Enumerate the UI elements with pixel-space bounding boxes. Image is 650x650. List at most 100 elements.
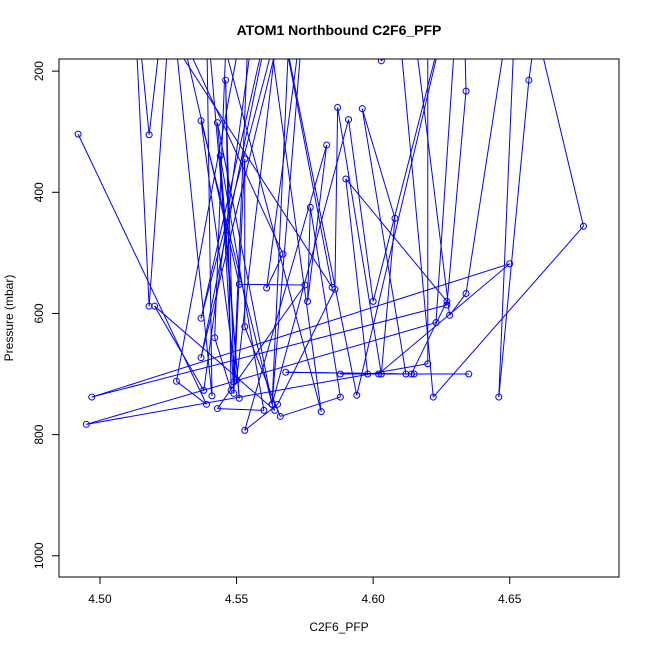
data-point [211, 334, 219, 342]
series-line-segment [288, 59, 333, 288]
series-line-segment [200, 59, 271, 319]
x-axis-label: C2F6_PFP [309, 620, 368, 634]
series-line-segment [465, 59, 503, 294]
data-point [304, 297, 312, 305]
data-point [88, 393, 96, 401]
data-point [274, 400, 282, 408]
data-point [241, 155, 249, 163]
data-point [342, 175, 350, 183]
series-line-segment [498, 59, 514, 398]
series-line-segment [272, 59, 322, 412]
data-point [345, 116, 353, 124]
data-point [331, 285, 339, 293]
series-line-segment [348, 119, 374, 302]
data-point [402, 370, 410, 378]
series-line-segment [307, 144, 328, 302]
data-point [222, 76, 230, 84]
x-tick-label: 4.55 [225, 592, 249, 606]
series-line-segment [337, 107, 382, 375]
series-line-segment [515, 0, 551, 11]
data-point [410, 370, 418, 378]
data-point [495, 393, 503, 401]
series-line-segment [214, 337, 232, 391]
data-point [235, 394, 243, 402]
series-line-segment [361, 108, 396, 219]
series-line-segment [148, 59, 159, 135]
series-line-segment [217, 408, 264, 411]
data-point [377, 59, 385, 65]
series-group [74, 0, 587, 434]
data-point [525, 76, 533, 84]
series-line-segment [233, 158, 246, 394]
y-axis-label: Pressure (mbar) [2, 275, 16, 362]
data-point [197, 354, 205, 362]
series-line-segment [528, 59, 533, 81]
y-tick-label: 400 [32, 182, 46, 202]
data-point [233, 376, 241, 384]
series-line-segment [435, 59, 454, 323]
data-point [377, 370, 385, 378]
y-tick-label: 1000 [32, 542, 46, 569]
data-point [74, 130, 82, 138]
series-line-segment [446, 91, 467, 306]
series-line-segment [449, 293, 467, 316]
data-point [462, 87, 470, 95]
series-line-segment [219, 155, 235, 394]
series-line-segment [176, 380, 207, 405]
data-point [323, 141, 331, 149]
series-line-segment [148, 59, 168, 307]
series-line-segment [206, 59, 213, 396]
series-line-segment [266, 59, 298, 289]
series-line-segment [86, 322, 437, 425]
series-line-segment [227, 59, 322, 412]
series-line-segment [432, 225, 584, 398]
series-line-segment [136, 59, 150, 307]
data-point [334, 103, 342, 111]
series-line-segment [200, 59, 261, 319]
series-line-segment [200, 59, 263, 358]
series-line-segment [378, 263, 511, 375]
data-point [241, 426, 249, 434]
series-line-segment [239, 283, 305, 286]
series-line-segment [361, 108, 407, 375]
data-point [197, 314, 205, 322]
data-point [241, 323, 249, 331]
series-line-segment [372, 59, 436, 302]
series-line-segment [543, 59, 584, 227]
series-line-segment [380, 59, 384, 62]
data-point [336, 393, 344, 401]
series-line-segment [380, 218, 396, 375]
data-point [443, 301, 451, 309]
data-point [424, 360, 432, 368]
series-line-segment [334, 107, 339, 290]
series-line-segment [186, 59, 240, 285]
series-line-segment [233, 59, 248, 382]
series-line-segment [91, 304, 448, 398]
data-point [358, 105, 366, 113]
data-point [235, 280, 243, 288]
series-line-segment [200, 59, 275, 358]
series-line-segment [91, 263, 510, 398]
data-point [200, 386, 208, 394]
series-line-segment [410, 301, 448, 375]
series-line-segment [345, 178, 369, 375]
y-axis: 200 400 600 800 1000 [32, 61, 59, 569]
series-line-segment [192, 59, 284, 255]
series-line-segment [277, 288, 336, 405]
data-point [369, 297, 377, 305]
data-point [317, 408, 325, 416]
series-line-segment [464, 59, 467, 92]
data-point [260, 406, 268, 414]
data-point [446, 311, 454, 319]
series-line-segment [154, 305, 205, 391]
data-point [271, 406, 279, 414]
data-point [391, 214, 399, 222]
data-point [213, 405, 221, 413]
data-point [306, 203, 314, 211]
data-point [279, 250, 287, 258]
series-line-segment [244, 326, 281, 417]
data-point [375, 370, 383, 378]
data-point [364, 370, 372, 378]
series-line-segment [244, 144, 328, 431]
